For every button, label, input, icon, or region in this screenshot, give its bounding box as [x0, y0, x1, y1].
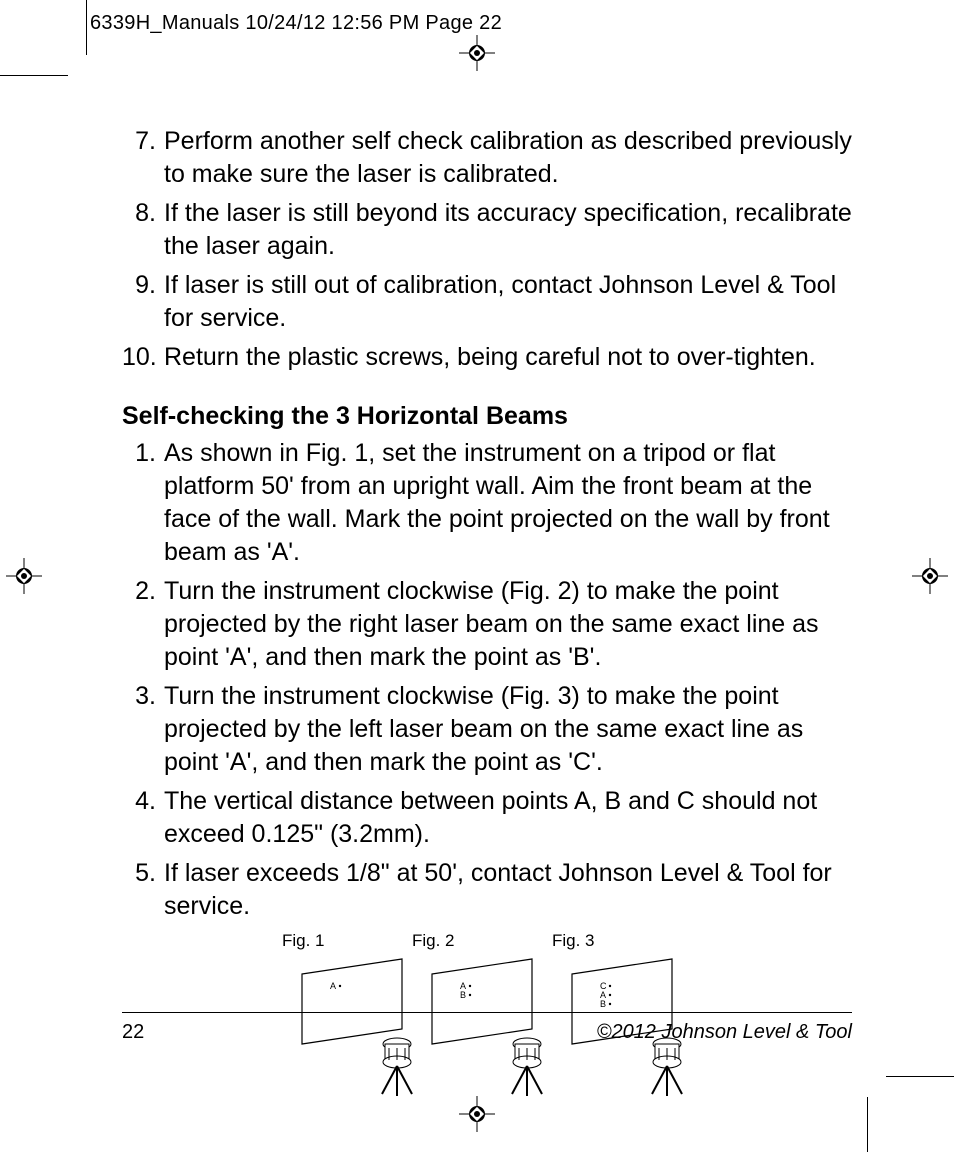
list-item: 2.Turn the instrument clockwise (Fig. 2)…: [122, 575, 852, 674]
registration-mark-icon: [459, 35, 495, 71]
figure-label: Fig. 2: [412, 931, 455, 951]
svg-text:B: B: [600, 999, 606, 1009]
list-item-text: Perform another self check calibration a…: [164, 125, 852, 191]
crop-mark: [886, 1076, 954, 1077]
list-item-number: 4.: [122, 785, 164, 851]
figure-label: Fig. 1: [282, 931, 325, 951]
list-item-number: 2.: [122, 575, 164, 674]
list-item-text: Turn the instrument clockwise (Fig. 2) t…: [164, 575, 852, 674]
list-item-text: The vertical distance between points A, …: [164, 785, 852, 851]
list-item: 4.The vertical distance between points A…: [122, 785, 852, 851]
svg-text:B: B: [460, 990, 466, 1000]
list-item: 10.Return the plastic screws, being care…: [122, 341, 852, 374]
copyright-text: ©2012 Johnson Level & Tool: [597, 1021, 852, 1044]
registration-mark-icon: [912, 558, 948, 594]
list-item-text: If the laser is still beyond its accurac…: [164, 197, 852, 263]
list-item: 5.If laser exceeds 1/8" at 50', contact …: [122, 857, 852, 923]
ordered-list-a: 7.Perform another self check calibration…: [122, 125, 852, 374]
crop-mark: [86, 0, 87, 55]
list-item-text: If laser is still out of calibration, co…: [164, 269, 852, 335]
list-item: 9.If laser is still out of calibration, …: [122, 269, 852, 335]
list-item: 8.If the laser is still beyond its accur…: [122, 197, 852, 263]
page-number: 22: [122, 1021, 144, 1044]
list-item-text: If laser exceeds 1/8" at 50', contact Jo…: [164, 857, 852, 923]
list-item-number: 7.: [122, 125, 164, 191]
list-item-text: As shown in Fig. 1, set the instrument o…: [164, 437, 852, 569]
list-item-number: 10.: [122, 341, 164, 374]
section-heading: Self-checking the 3 Horizontal Beams: [122, 402, 852, 431]
list-item-number: 9.: [122, 269, 164, 335]
page: 6339H_Manuals 10/24/12 12:56 PM Page 22 …: [0, 0, 954, 1152]
list-item-number: 8.: [122, 197, 164, 263]
page-footer: 22 ©2012 Johnson Level & Tool: [122, 1012, 852, 1044]
registration-mark-icon: [6, 558, 42, 594]
list-item-number: 1.: [122, 437, 164, 569]
list-item: 3.Turn the instrument clockwise (Fig. 3)…: [122, 680, 852, 779]
crop-mark: [867, 1097, 868, 1152]
content-column: 7.Perform another self check calibration…: [122, 125, 852, 1130]
list-item-text: Turn the instrument clockwise (Fig. 3) t…: [164, 680, 852, 779]
figure-label: Fig. 3: [552, 931, 595, 951]
svg-text:A: A: [330, 981, 336, 991]
list-item-number: 5.: [122, 857, 164, 923]
print-slug: 6339H_Manuals 10/24/12 12:56 PM Page 22: [90, 12, 502, 35]
ordered-list-b: 1.As shown in Fig. 1, set the instrument…: [122, 437, 852, 923]
list-item: 7.Perform another self check calibration…: [122, 125, 852, 191]
list-item-number: 3.: [122, 680, 164, 779]
crop-mark: [0, 75, 68, 76]
list-item-text: Return the plastic screws, being careful…: [164, 341, 852, 374]
list-item: 1.As shown in Fig. 1, set the instrument…: [122, 437, 852, 569]
